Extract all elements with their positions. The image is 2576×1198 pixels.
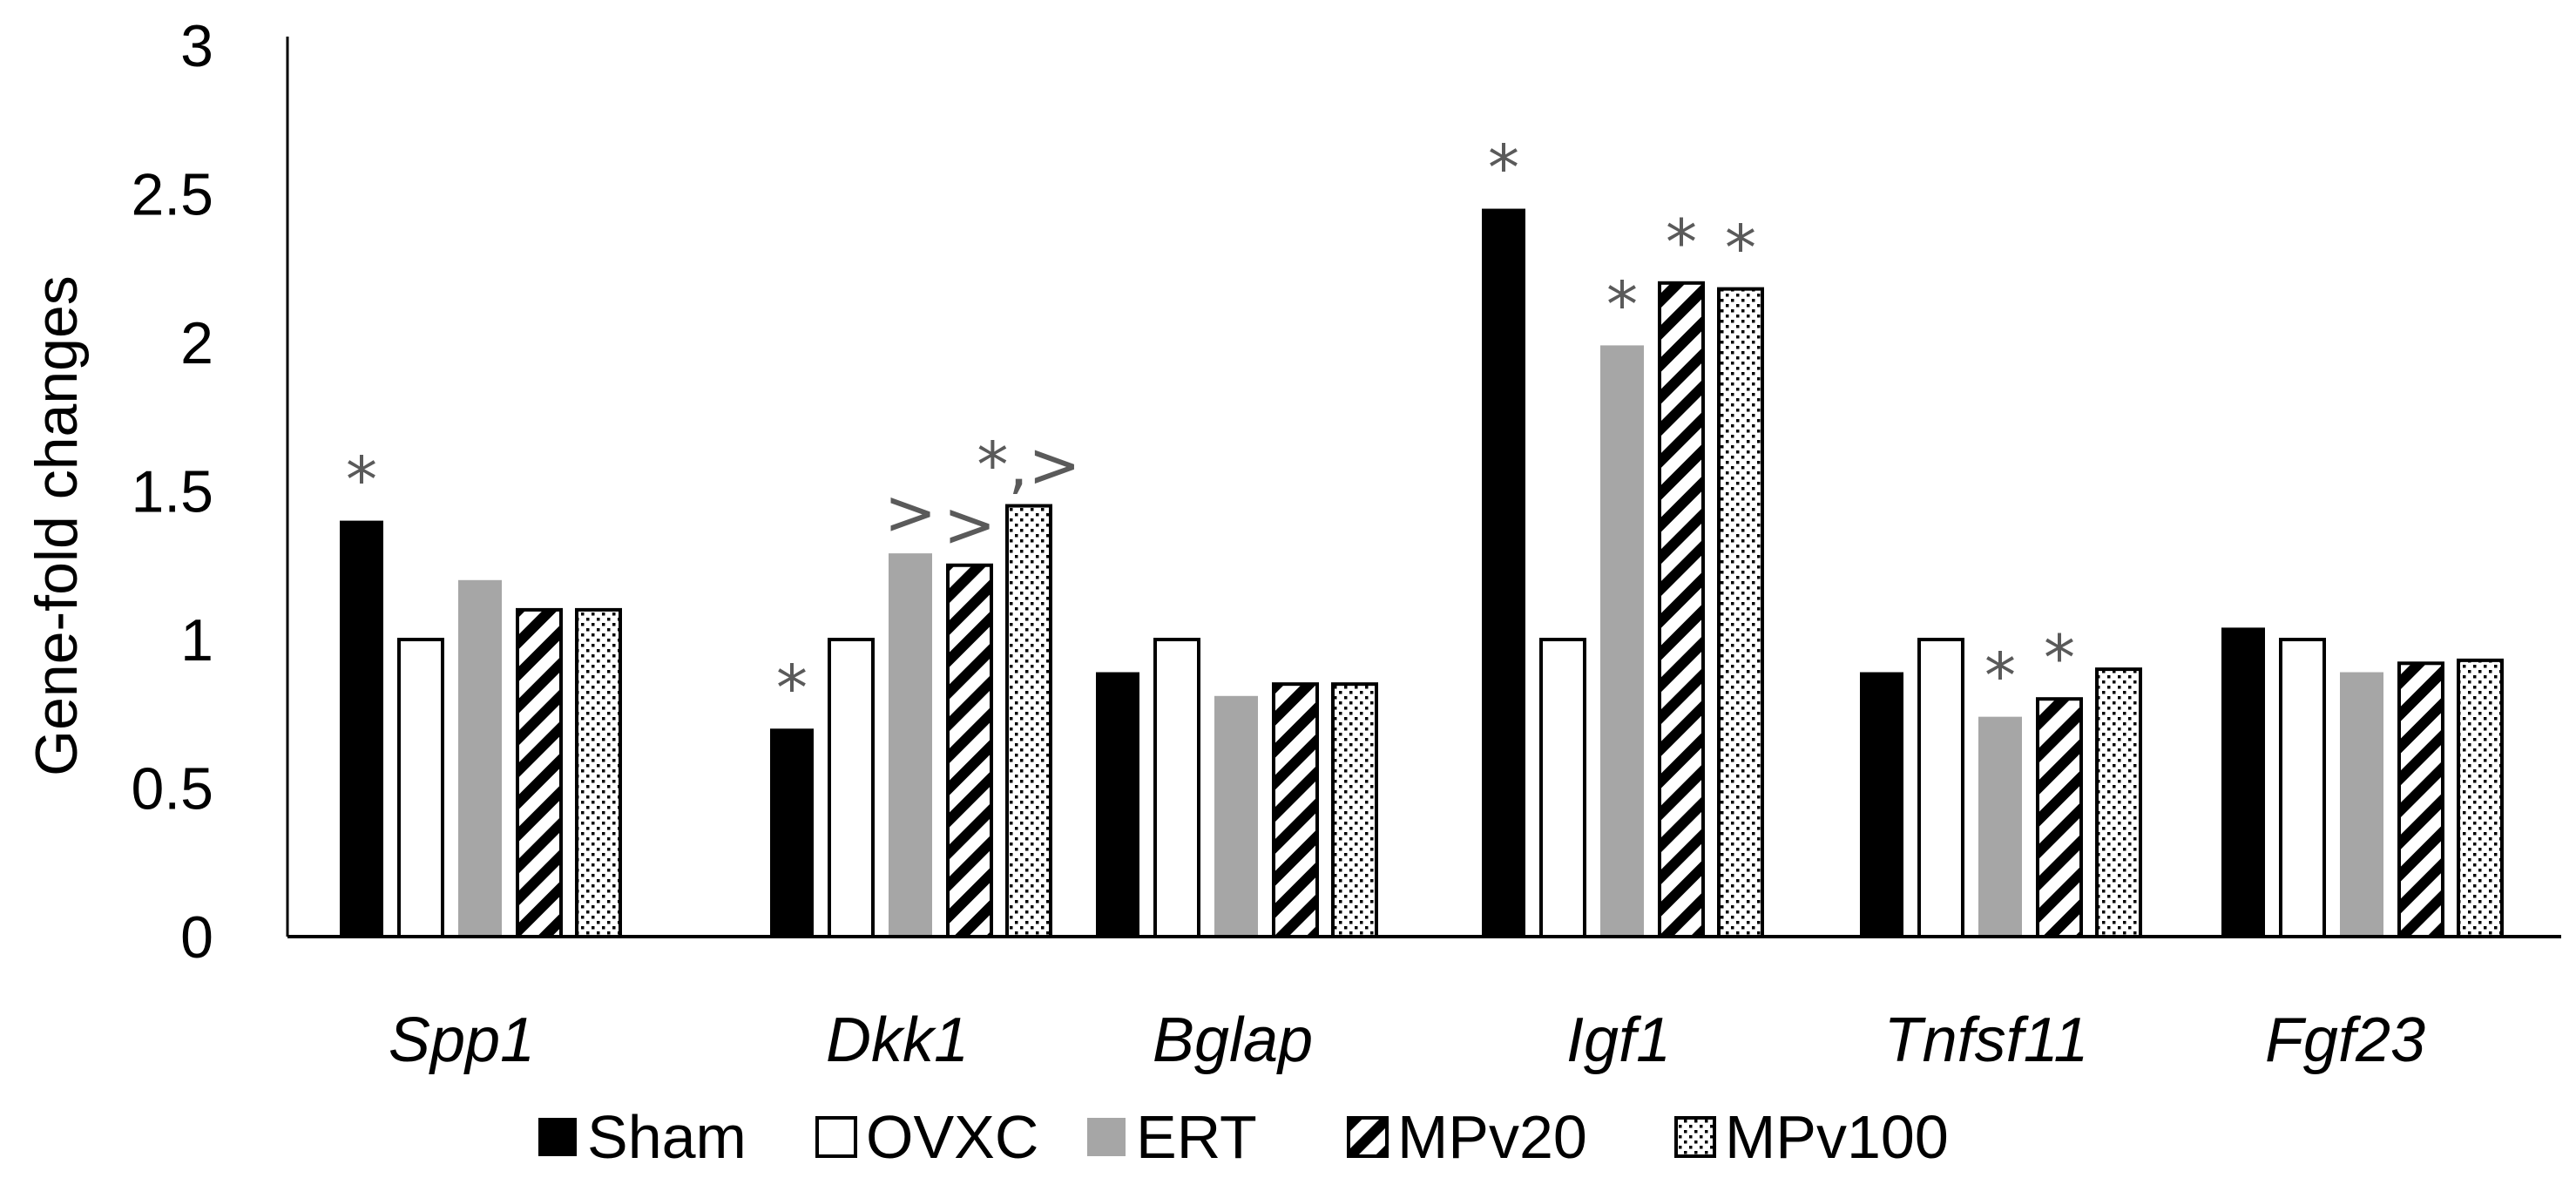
- bar-sham-dkk1: [770, 728, 814, 937]
- bar-ert-spp1: [458, 579, 502, 937]
- bar-mpv100-igf1: [1717, 287, 1764, 938]
- significance-annotations: **> >*,>*** ** *: [346, 132, 2075, 725]
- legend-label-ert: ERT: [1136, 1103, 1257, 1171]
- category-labels: Spp1 Dkk1 Bglap Igf1 Tnfsf11 Fgf23: [389, 1005, 2425, 1075]
- bar-mpv100-fgf23: [2457, 658, 2504, 938]
- legend: Sham OVXC ERT MPv20 MPv100: [538, 1103, 1949, 1171]
- bar-mpv100-tnfsf11: [2095, 667, 2142, 938]
- bar-ovxc-igf1: [1539, 638, 1586, 938]
- bar-sham-bglap: [1096, 672, 1139, 937]
- annotation-marker: *: [1984, 640, 2016, 713]
- y-tick-label: 1.5: [131, 459, 213, 525]
- category-label: Fgf23: [2265, 1005, 2425, 1075]
- y-tick-label: 2.5: [131, 162, 213, 228]
- bar-sham-fgf23: [2221, 627, 2265, 937]
- legend-label-mpv100: MPv100: [1725, 1103, 1949, 1171]
- y-axis-title: Gene-fold changes: [24, 275, 90, 776]
- bar-ovxc-tnfsf11: [1917, 638, 1964, 938]
- legend-swatch-mpv100: [1674, 1116, 1716, 1158]
- bar-ovxc-dkk1: [828, 638, 875, 938]
- category-label: Igf1: [1566, 1005, 1671, 1075]
- bar-ert-bglap: [1214, 695, 1258, 937]
- bar-ovxc-bglap: [1153, 638, 1200, 938]
- annotation-marker: *: [776, 651, 808, 724]
- axes: [286, 37, 2561, 938]
- y-tick-label: 3: [180, 13, 213, 79]
- annotation-marker: *: [1666, 206, 1697, 279]
- annotation-marker: >: [884, 476, 936, 549]
- annotation-marker: *: [1725, 212, 1756, 285]
- annotation-marker: *: [2044, 621, 2075, 694]
- bar-ert-fgf23: [2340, 672, 2383, 937]
- y-tick-label: 0.5: [131, 756, 213, 822]
- category-label: Tnfsf11: [1884, 1005, 2089, 1075]
- bar-mpv20-tnfsf11: [2036, 697, 2083, 938]
- bar-ert-igf1: [1600, 345, 1644, 937]
- bar-ert-tnfsf11: [1978, 716, 2022, 937]
- annotation-marker: *: [1606, 267, 1638, 341]
- y-tick-label: 2: [180, 310, 213, 376]
- annotation-marker: >: [943, 488, 996, 561]
- bar-ovxc-fgf23: [2279, 638, 2326, 938]
- y-axis-ticks: 0 0.5 1 1.5 2 2.5 3: [131, 13, 213, 971]
- bar-ovxc-spp1: [397, 638, 444, 938]
- bar-mpv20-igf1: [1658, 281, 1705, 938]
- category-label: Dkk1: [826, 1005, 969, 1075]
- annotation-marker: *: [346, 443, 377, 517]
- legend-label-sham: Sham: [587, 1103, 747, 1171]
- category-label: Spp1: [389, 1005, 535, 1075]
- legend-label-ovxc: OVXC: [866, 1103, 1038, 1171]
- y-tick-label: 1: [180, 607, 213, 673]
- annotation-marker: *: [1488, 132, 1519, 205]
- bar-mpv100-spp1: [575, 607, 622, 939]
- legend-swatch-mpv20: [1347, 1116, 1389, 1158]
- legend-swatch-ert: [1087, 1118, 1126, 1156]
- bar-sham-tnfsf11: [1860, 672, 1903, 937]
- bar-mpv20-fgf23: [2397, 661, 2444, 939]
- bar-mpv20-bglap: [1272, 682, 1319, 939]
- annotation-marker: *,>: [977, 429, 1080, 502]
- bar-mpv20-spp1: [516, 607, 563, 939]
- legend-swatch-ovxc: [815, 1116, 857, 1158]
- legend-label-mpv20: MPv20: [1397, 1103, 1587, 1171]
- bar-sham-igf1: [1482, 208, 1525, 937]
- bar-mpv100-bglap: [1331, 682, 1378, 939]
- bar-ert-dkk1: [889, 553, 932, 937]
- legend-swatch-sham: [538, 1118, 577, 1156]
- bars: [340, 208, 2504, 939]
- y-tick-label: 0: [180, 904, 213, 971]
- bar-sham-spp1: [340, 520, 383, 937]
- category-label: Bglap: [1153, 1005, 1313, 1075]
- bar-mpv100-dkk1: [1005, 504, 1052, 938]
- bar-mpv20-dkk1: [946, 563, 993, 938]
